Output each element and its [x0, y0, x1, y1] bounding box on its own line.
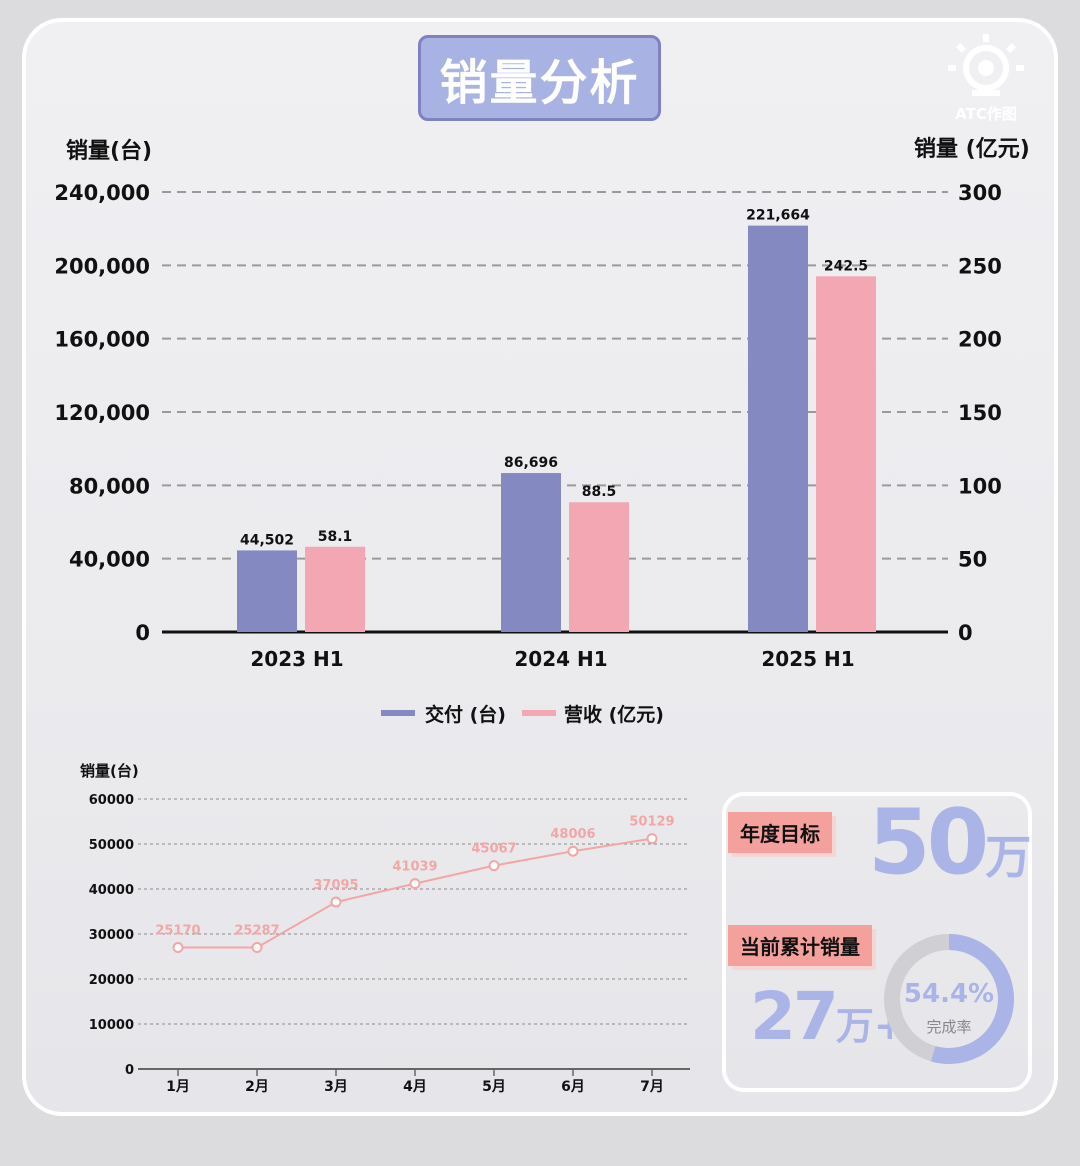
- line-y-tick-label: 60000: [89, 793, 134, 808]
- line-chart: 销量(台) 0 10000 20000 30000 40000 50000 60000 1月…: [80, 762, 690, 1095]
- line-data-label: 25287: [234, 924, 279, 939]
- line-ylabel: 销量(台): [80, 762, 139, 780]
- bar-data-label: 44,502: [240, 532, 294, 548]
- line-point: [409, 878, 421, 890]
- logo-icon: [948, 34, 1024, 96]
- legend-label-delivery: 交付 (台): [425, 703, 506, 726]
- left-tick-label: 240,000: [54, 181, 150, 205]
- line-y-tick-label: 50000: [89, 838, 134, 853]
- line-x-tick-label: 4月: [403, 1079, 427, 1095]
- legend-label-revenue: 营收 (亿元): [564, 703, 664, 726]
- line-y-tick-label: 10000: [89, 1018, 134, 1033]
- line-data-label: 41039: [392, 860, 437, 875]
- bar-data-label: 88.5: [582, 484, 617, 500]
- left-tick-label: 40,000: [69, 548, 150, 572]
- annual-target-tag: 年度目标: [728, 812, 832, 853]
- line-data-label: 50129: [629, 815, 674, 830]
- right-tick-label: 250: [958, 254, 1002, 278]
- bar-delivery: [237, 550, 297, 632]
- line-x-tick-label: 2月: [245, 1079, 269, 1095]
- annual-target-value: 50万: [868, 790, 1032, 895]
- right-tick-label: 50: [958, 548, 987, 572]
- legend-swatch-delivery: [381, 710, 415, 716]
- completion-rate-text: 54.4%: [904, 979, 994, 1009]
- bar-delivery: [748, 225, 808, 632]
- completion-ring-progress: [884, 934, 1014, 1064]
- left-tick-label: 200,000: [54, 254, 150, 278]
- line-data-label: 45067: [471, 842, 516, 857]
- bar-data-label: 221,664: [746, 208, 810, 224]
- left-tick-label: 160,000: [54, 328, 150, 352]
- line-x-tick-label: 6月: [561, 1079, 585, 1095]
- legend-swatch-revenue: [522, 710, 556, 716]
- line-point: [646, 833, 658, 845]
- bar-revenue: [816, 276, 876, 632]
- line-point: [251, 942, 263, 953]
- line-data-label: 37095: [313, 878, 358, 893]
- left-tick-label: 80,000: [69, 474, 150, 498]
- line-y-tick-label: 20000: [89, 973, 134, 988]
- line-y-tick-label: 0: [125, 1063, 134, 1078]
- cumulative-sales-tag: 当前累计销量: [728, 925, 872, 966]
- bar-data-label: 242.5: [824, 258, 868, 274]
- line-x-tick-label: 1月: [166, 1079, 190, 1095]
- right-tick-label: 200: [958, 328, 1002, 352]
- line-x-tick-label: 7月: [640, 1079, 664, 1095]
- line-point: [172, 942, 184, 953]
- goal-panel: [722, 792, 1032, 1092]
- left-tick-label: 0: [135, 621, 150, 645]
- line-point: [330, 896, 342, 908]
- right-tick-label: 0: [958, 621, 973, 645]
- bar-data-label: 58.1: [318, 529, 353, 545]
- left-tick-label: 120,000: [54, 401, 150, 425]
- line-data-label: 25170: [155, 924, 200, 939]
- x-tick-label: 2023 H1: [250, 647, 343, 671]
- right-tick-label: 150: [958, 401, 1002, 425]
- left-axis-label: 销量(台): [66, 138, 152, 164]
- line-x-tick-label: 5月: [482, 1079, 506, 1095]
- logo-text: ATC作图: [955, 105, 1017, 123]
- bar-revenue: [569, 502, 629, 632]
- line-data-label: 48006: [550, 827, 595, 842]
- line-y-tick-label: 30000: [89, 928, 134, 943]
- right-tick-label: 100: [958, 474, 1002, 498]
- bar-delivery: [501, 473, 561, 632]
- right-axis-label: 销量 (亿元): [914, 137, 1030, 162]
- cumulative-sales-value: 27万+: [750, 978, 906, 1055]
- x-tick-label: 2024 H1: [514, 647, 607, 671]
- bar-chart: 销量(台) 销量 (亿元) 0 40,000 80,000 120,000 160,00…: [54, 137, 1030, 726]
- page-title: 销量分析: [418, 35, 661, 121]
- bar-data-label: 86,696: [504, 455, 558, 471]
- line-point: [567, 845, 579, 857]
- x-tick-label: 2025 H1: [761, 647, 854, 671]
- bar-revenue: [305, 546, 365, 632]
- line-x-tick-label: 3月: [324, 1079, 348, 1095]
- line-y-tick-label: 40000: [89, 883, 134, 898]
- completion-ring: 54.4% 完成率: [884, 934, 1014, 1064]
- line-point: [488, 860, 500, 872]
- completion-rate-label: 完成率: [926, 1018, 971, 1036]
- right-tick-label: 300: [958, 181, 1002, 205]
